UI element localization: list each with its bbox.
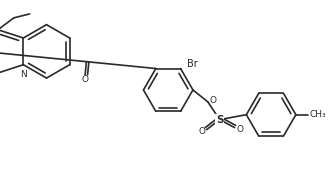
Text: N: N bbox=[20, 70, 27, 79]
Text: S: S bbox=[216, 115, 223, 125]
Text: O: O bbox=[81, 75, 88, 84]
Text: Br: Br bbox=[188, 59, 198, 69]
Text: O: O bbox=[237, 125, 244, 134]
Text: O: O bbox=[198, 127, 205, 136]
Text: CH₃: CH₃ bbox=[310, 110, 326, 119]
Text: O: O bbox=[210, 96, 217, 105]
